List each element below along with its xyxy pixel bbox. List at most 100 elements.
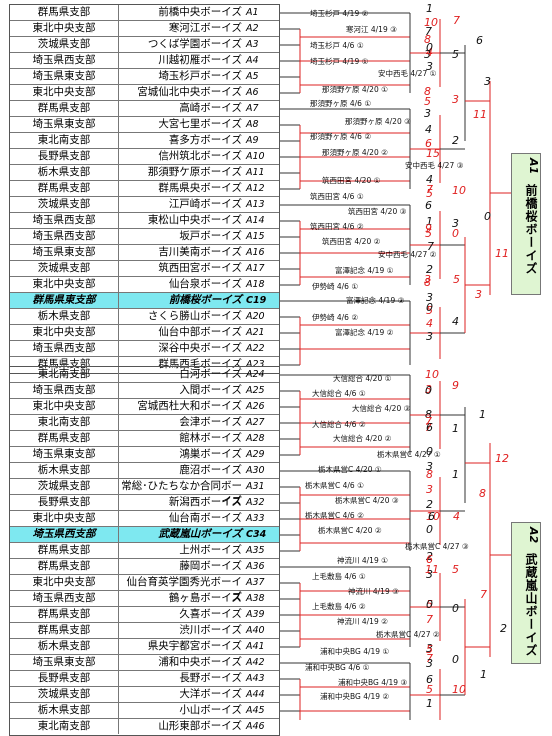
venue-label: 筑西田宮 4/20 ② xyxy=(322,236,381,246)
team-row: 長野県支部 長野ボーイズ A43 xyxy=(10,671,279,687)
team-row: 群馬県東支部 前橋桜ボーイズ C19 xyxy=(10,293,279,309)
seed-code: A17 xyxy=(246,263,265,274)
team-row: 長野県支部 新潟西ボーイズ A32 xyxy=(10,495,279,511)
venue-label: 浦和中央BG 4/6 ① xyxy=(305,662,370,672)
score: 7 xyxy=(426,183,433,196)
team-row: 東北中央支部 寒河江ボーイズ A2 xyxy=(10,21,279,37)
branch-name: 埼玉県西支部 xyxy=(10,229,119,244)
team-row: 東北中央支部 宮城西杜大和ボーイズ A26 xyxy=(10,399,279,415)
score: 10 xyxy=(452,184,466,197)
team-name: 仙台中部ボーイズ xyxy=(158,326,242,338)
venue-label: 大信総合 4/6 ① xyxy=(312,388,366,398)
team-name: 仙台泉ボーイズ xyxy=(168,278,242,290)
team-name: 深谷中央ボーイズ xyxy=(158,342,242,354)
score: 6 xyxy=(476,34,483,47)
branch-name: 群馬県支部 xyxy=(10,181,119,196)
seed-code: A41 xyxy=(246,641,265,652)
score: 3 xyxy=(426,483,433,496)
seed-code: A16 xyxy=(246,247,265,258)
seed-code: A21 xyxy=(246,327,265,338)
score: 2 xyxy=(426,263,433,276)
seed-code: C34 xyxy=(246,529,267,540)
branch-name: 茨城県支部 xyxy=(10,687,119,702)
branch-name: 長野県支部 xyxy=(10,149,119,164)
venue-label: 那須野ヶ原 4/6 ① xyxy=(310,99,371,108)
score: 1 xyxy=(479,408,486,421)
venue-label: 那須野ヶ原 4/6 ② xyxy=(310,132,371,141)
branch-name: 茨城県支部 xyxy=(10,479,119,494)
team-name: 山形東部ボーイズ xyxy=(158,720,242,732)
score: 6 xyxy=(425,137,432,150)
score: 6 xyxy=(428,510,435,523)
branch-name: 東北南支部 xyxy=(10,367,119,382)
branch-name: 長野県支部 xyxy=(10,671,119,686)
seed-code: A27 xyxy=(246,417,265,428)
venue-label: 安中西毛 4/27 ② xyxy=(378,249,437,259)
team-name: 前橋中央ボーイズ xyxy=(158,6,242,18)
seed-code: A20 xyxy=(246,311,265,322)
team-name: 鶴ヶ島ボーイズ xyxy=(168,592,242,604)
branch-name: 栃木県支部 xyxy=(10,165,119,180)
venue-label: 栃木県営C 4/20 ① xyxy=(318,464,382,474)
seed-code: A26 xyxy=(246,401,265,412)
score: 0 xyxy=(452,602,459,615)
branch-name: 東北南支部 xyxy=(10,719,119,734)
team-row: 群馬県支部 上州ボーイズ A35 xyxy=(10,543,279,559)
venue-label: 筑西田宮 4/20 ③ xyxy=(348,206,407,216)
branch-name: 埼玉県東支部 xyxy=(10,245,119,260)
venue-label: 筑西田宮 4/6 ① xyxy=(310,191,364,201)
team-row: 埼玉県東支部 吉川美南ボーイズ A16 xyxy=(10,245,279,261)
seed-code: A37 xyxy=(246,577,265,588)
branch-name: 東北南支部 xyxy=(10,415,119,430)
team-row: 群馬県支部 藤岡ボーイズ A36 xyxy=(10,559,279,575)
team-name: 那須野ケ原ボーイズ xyxy=(147,166,242,178)
venue-label: 大信総合 4/20 ② xyxy=(333,433,392,443)
team-name: 高崎ボーイズ xyxy=(179,102,242,114)
venue-label: 大信総合 4/6 ② xyxy=(312,419,366,429)
team-name: 会津ボーイズ xyxy=(179,416,242,428)
branch-name: 東北中央支部 xyxy=(10,85,119,100)
team-name: 新潟西ボーイズ xyxy=(168,496,242,508)
team-row: 東北南支部 山形東部ボーイズ A46 xyxy=(10,719,279,735)
score: 3 xyxy=(452,93,459,106)
seed-code: A10 xyxy=(246,151,265,162)
venue-label: 大信総合 4/20 ① xyxy=(333,373,392,383)
seed-code: A35 xyxy=(246,545,265,556)
team-name: 藤岡ボーイズ xyxy=(179,560,242,572)
score: 5 xyxy=(452,563,459,576)
score: 7 xyxy=(425,415,432,428)
score: 7 xyxy=(425,25,432,38)
score: 1 xyxy=(426,697,433,710)
team-row: 茨城県支部 常総･ひたちなか合同ボーイズ A31 xyxy=(10,479,279,507)
team-name: 筑西田宮ボーイズ xyxy=(158,262,242,274)
venue-label: 安中西毛 4/27 ③ xyxy=(405,160,464,170)
score: 8 xyxy=(424,33,431,46)
venue-label: 大信総合 4/20 ③ xyxy=(352,403,411,413)
score: 0 xyxy=(426,523,433,536)
seed-code: A9 xyxy=(246,135,259,146)
branch-name: 群馬県支部 xyxy=(10,101,119,116)
team-name: 寒河江ボーイズ xyxy=(168,22,242,34)
seed-code: A4 xyxy=(246,55,259,66)
score: 8 xyxy=(424,276,431,289)
team-row: 埼玉県東支部 鴻巣ボーイズ A29 xyxy=(10,447,279,463)
champion-name: 前橋桜ボーイズ xyxy=(524,184,538,275)
seed-code: A38 xyxy=(246,593,265,604)
branch-name: 東北南支部 xyxy=(10,133,119,148)
venue-label: 神流川 4/19 ③ xyxy=(348,586,399,596)
score: 4 xyxy=(452,315,459,328)
branch-name: 群馬県支部 xyxy=(10,431,119,446)
seed-code: A31 xyxy=(246,481,265,492)
team-row: 埼玉県西支部 川越初雁ボーイズ A4 xyxy=(10,53,279,69)
team-name: 信州筑北ボーイズ xyxy=(158,150,242,162)
seed-code: A23 xyxy=(246,359,265,370)
seed-code: A33 xyxy=(246,513,265,524)
score: 5 xyxy=(426,187,433,200)
seed-code: A18 xyxy=(246,279,265,290)
branch-name: 栃木県支部 xyxy=(10,703,119,718)
seed-code: A36 xyxy=(246,561,265,572)
score: 12 xyxy=(495,452,509,465)
seed-code: A11 xyxy=(246,167,265,178)
team-name: 渋川ボーイズ xyxy=(179,624,242,636)
team-name: 喜多方ボーイズ xyxy=(168,134,242,146)
